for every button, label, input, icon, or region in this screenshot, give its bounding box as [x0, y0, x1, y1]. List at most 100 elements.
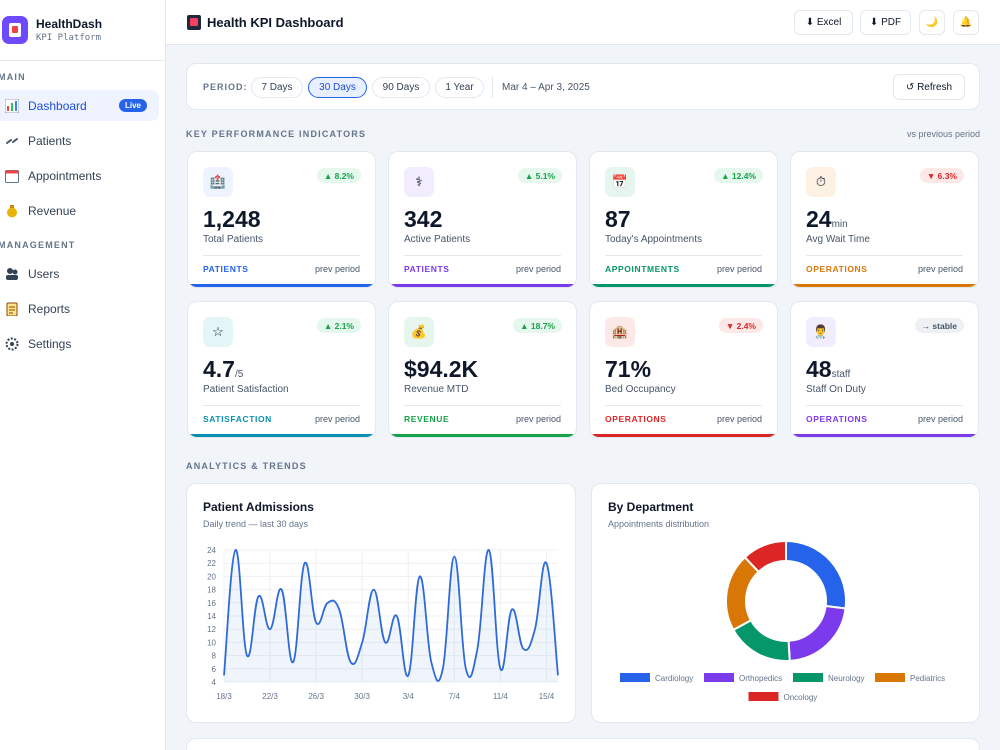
sidebar-item-appointments[interactable]: Appointments	[0, 160, 159, 191]
export-pdf-button[interactable]: ⬇ PDF	[860, 10, 911, 35]
sidebar-item-dashboard[interactable]: Dashboard Live	[0, 90, 159, 121]
kpi-delta-badge: ▲ 5.1%	[517, 168, 562, 183]
hospital-icon	[187, 15, 201, 30]
kpi-card[interactable]: 🏥 ▲ 8.2% 1,248 Total Patients PATIENTS prev p…	[187, 151, 376, 288]
kpi-card[interactable]: ☆ ▲ 2.1% 4.7/5 Patient Satisfaction SATISFAC…	[187, 301, 376, 438]
kpi-delta-badge: ▲ 2.1%	[316, 318, 361, 333]
kpi-accent-bar	[188, 284, 375, 287]
legend-swatch	[793, 673, 823, 682]
kpi-accent-bar	[590, 284, 777, 287]
moon-icon: 🌙	[925, 17, 939, 28]
kpi-prev-period: prev period	[716, 414, 762, 424]
y-tick-label: 16	[207, 599, 216, 608]
kpi-value: 48staff	[806, 356, 851, 382]
kpi-accent-bar	[188, 434, 375, 437]
legend-swatch	[875, 673, 905, 682]
admissions-area-fill	[224, 549, 558, 682]
sidebar-item-settings[interactable]: Settings	[0, 328, 159, 359]
kpi-card[interactable]: ⏱ ▼ 6.3% 24min Avg Wait Time OPERATIONS prev …	[790, 151, 979, 288]
x-tick-label: 15/4	[539, 692, 555, 701]
legend-label: Cardiology	[655, 674, 693, 683]
export-excel-button[interactable]: ⬇ Excel	[794, 10, 853, 35]
sidebar-item-reports[interactable]: Reports	[0, 293, 159, 324]
kpi-section-title: KEY PERFORMANCE INDICATORS	[186, 129, 367, 139]
kpi-icon: 💰	[404, 317, 434, 347]
brand-divider	[0, 60, 166, 61]
sidebar-item-label: Appointments	[28, 168, 102, 183]
department-donut-chart[interactable]: Cardiology Orthopedics Neurology Pediatrics…	[592, 484, 981, 724]
y-tick-label: 6	[212, 665, 217, 674]
kpi-category-tag: APPOINTMENTS	[605, 264, 680, 274]
kpi-divider	[203, 255, 360, 256]
notifications-button[interactable]: 🔔	[953, 10, 979, 35]
admissions-line-chart[interactable]: 4 6 8 10 12 14 16 18 20 22 24 18/3 22/3 26/3 30/3 3/4 7/…	[187, 484, 577, 724]
kpi-delta-badge: ▲ 8.2%	[316, 168, 361, 183]
period-90-days-button[interactable]: 90 Days	[372, 77, 430, 98]
chart-bar-icon	[5, 98, 19, 113]
y-tick-label: 22	[207, 559, 216, 568]
kpi-prev-period: prev period	[314, 264, 360, 274]
y-tick-label: 4	[212, 678, 217, 687]
kpi-accent-bar	[791, 434, 978, 437]
period-7-days-button[interactable]: 7 Days	[251, 77, 303, 98]
donut-slice-oncology	[743, 539, 787, 574]
legend-label: Pediatrics	[910, 674, 945, 683]
kpi-label: Patient Satisfaction	[203, 384, 289, 395]
admissions-chart-card: Patient Admissions Daily trend — last 30…	[186, 483, 576, 723]
kpi-prev-period: prev period	[716, 264, 762, 274]
x-tick-label: 26/3	[308, 692, 324, 701]
brand-name: HealthDash	[36, 17, 103, 31]
kpi-value: 342	[404, 206, 443, 232]
kpi-value: 4.7/5	[203, 356, 244, 382]
calendar-icon	[5, 169, 19, 183]
kpi-delta-badge: ▼ 6.3%	[919, 168, 964, 183]
kpi-category-tag: REVENUE	[404, 414, 450, 424]
users-icon	[5, 267, 19, 281]
sidebar-item-users[interactable]: Users	[0, 258, 159, 289]
period-1-year-button[interactable]: 1 Year	[435, 77, 484, 98]
sidebar-item-label: Reports	[28, 301, 71, 316]
kpi-divider	[806, 255, 963, 256]
kpi-unit: min	[831, 219, 848, 230]
kpi-card[interactable]: 📅 ▲ 12.4% 87 Today's Appointments APPOINTMEN…	[589, 151, 778, 288]
kpi-label: Avg Wait Time	[806, 234, 870, 245]
kpi-divider	[605, 255, 762, 256]
kpi-accent-bar	[590, 434, 777, 437]
kpi-category-tag: SATISFACTION	[203, 414, 272, 424]
period-30-days-button[interactable]: 30 Days	[308, 77, 367, 98]
donut-slice-cardiology	[785, 539, 847, 610]
y-tick-label: 14	[207, 612, 216, 621]
kpi-value: $94.2K	[404, 356, 479, 382]
kpi-accent-bar	[389, 434, 576, 437]
kpi-card[interactable]: 🏨 ▼ 2.4% 71% Bed Occupancy OPERATIONS prev pe…	[589, 301, 778, 438]
kpi-category-tag: PATIENTS	[404, 264, 450, 274]
bottom-card	[186, 738, 980, 750]
sidebar: HealthDash KPI Platform MAIN Dashboard L…	[0, 0, 166, 750]
y-tick-label: 8	[212, 652, 217, 661]
kpi-prev-period: prev period	[515, 414, 561, 424]
y-tick-label: 10	[207, 638, 216, 647]
legend-swatch	[748, 692, 779, 701]
page-title: Health KPI Dashboard	[187, 15, 344, 30]
kpi-card[interactable]: 💰 ▲ 18.7% $94.2K Revenue MTD REVENUE prev per…	[388, 301, 577, 438]
kpi-icon: ⏱	[806, 167, 836, 197]
sidebar-item-label: Patients	[28, 133, 72, 148]
admissions-series-line	[223, 549, 559, 682]
sidebar-item-patients[interactable]: Patients	[0, 125, 159, 156]
brand[interactable]: HealthDash KPI Platform	[2, 16, 102, 44]
period-divider	[492, 77, 493, 98]
theme-toggle-button[interactable]: 🌙	[919, 10, 945, 35]
kpi-value: 87	[605, 206, 631, 232]
legend-swatch	[704, 673, 734, 682]
kpi-card[interactable]: ⚕ ▲ 5.1% 342 Active Patients PATIENTS prev pe…	[388, 151, 577, 288]
kpi-label: Today's Appointments	[605, 234, 702, 245]
kpi-value: 1,248	[203, 206, 261, 232]
gear-icon	[5, 337, 19, 351]
kpi-card[interactable]: 👨‍⚕ → stable 48staff Staff On Duty OPERATION…	[790, 301, 979, 438]
kpi-prev-period: prev period	[314, 414, 360, 424]
kpi-label: Revenue MTD	[404, 384, 469, 395]
kpi-icon: ⚕	[404, 167, 434, 197]
sidebar-item-revenue[interactable]: Revenue	[0, 195, 159, 226]
kpi-category-tag: OPERATIONS	[806, 414, 868, 424]
refresh-button[interactable]: ↺ Refresh	[893, 74, 965, 100]
